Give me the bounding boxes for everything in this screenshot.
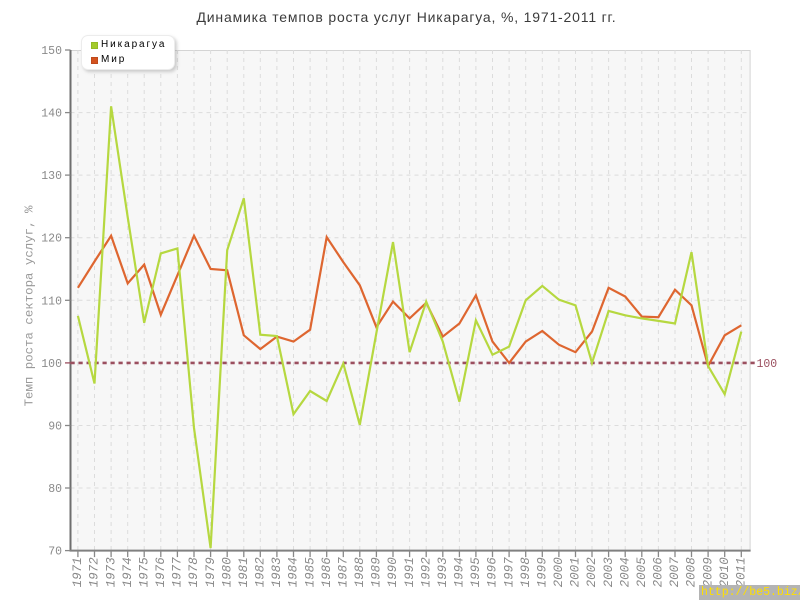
svg-text:1973: 1973 — [104, 557, 118, 588]
svg-text:2006: 2006 — [652, 557, 666, 588]
svg-text:1987: 1987 — [337, 557, 351, 588]
svg-text:2008: 2008 — [685, 557, 699, 588]
svg-text:1985: 1985 — [303, 557, 317, 588]
svg-text:1977: 1977 — [171, 557, 185, 588]
svg-text:1995: 1995 — [469, 557, 483, 588]
svg-text:2007: 2007 — [668, 557, 682, 588]
svg-text:100: 100 — [41, 358, 62, 371]
svg-text:1998: 1998 — [519, 557, 533, 588]
svg-text:1982: 1982 — [254, 557, 268, 588]
svg-text:2009: 2009 — [701, 557, 715, 587]
svg-text:1991: 1991 — [403, 557, 417, 587]
svg-text:2004: 2004 — [618, 557, 632, 587]
svg-text:1981: 1981 — [237, 557, 251, 587]
svg-text:1993: 1993 — [436, 557, 450, 588]
svg-text:1996: 1996 — [486, 557, 500, 588]
svg-text:140: 140 — [41, 108, 62, 121]
svg-text:1986: 1986 — [320, 557, 334, 588]
svg-text:120: 120 — [41, 233, 62, 246]
svg-text:1972: 1972 — [88, 557, 102, 588]
svg-text:1994: 1994 — [453, 557, 467, 587]
svg-text:70: 70 — [48, 546, 62, 559]
svg-text:2002: 2002 — [585, 557, 599, 588]
svg-text:Темп роста сектора услуг, %: Темп роста сектора услуг, % — [23, 205, 37, 406]
svg-text:100: 100 — [757, 358, 778, 371]
svg-text:1979: 1979 — [204, 557, 218, 587]
svg-text:1975: 1975 — [137, 557, 151, 588]
svg-text:1978: 1978 — [187, 557, 201, 588]
svg-text:110: 110 — [41, 295, 62, 308]
svg-text:1980: 1980 — [220, 557, 234, 588]
svg-text:1999: 1999 — [536, 557, 550, 587]
svg-text:2003: 2003 — [602, 557, 616, 588]
svg-text:2005: 2005 — [635, 557, 649, 588]
svg-text:2001: 2001 — [569, 557, 583, 587]
svg-text:1990: 1990 — [386, 557, 400, 588]
svg-text:1984: 1984 — [287, 557, 301, 587]
svg-text:150: 150 — [41, 45, 62, 58]
svg-text:2011: 2011 — [735, 557, 749, 587]
svg-text:80: 80 — [48, 483, 62, 496]
svg-text:1976: 1976 — [154, 557, 168, 588]
svg-text:1992: 1992 — [419, 557, 433, 588]
svg-text:1988: 1988 — [353, 557, 367, 588]
svg-text:1974: 1974 — [121, 557, 135, 587]
svg-text:1997: 1997 — [502, 557, 516, 588]
svg-text:130: 130 — [41, 170, 62, 183]
svg-text:90: 90 — [48, 421, 62, 434]
svg-text:1983: 1983 — [270, 557, 284, 588]
svg-text:1971: 1971 — [71, 557, 85, 587]
svg-text:2000: 2000 — [552, 557, 566, 588]
svg-text:2010: 2010 — [718, 557, 732, 588]
svg-text:1989: 1989 — [370, 557, 384, 587]
